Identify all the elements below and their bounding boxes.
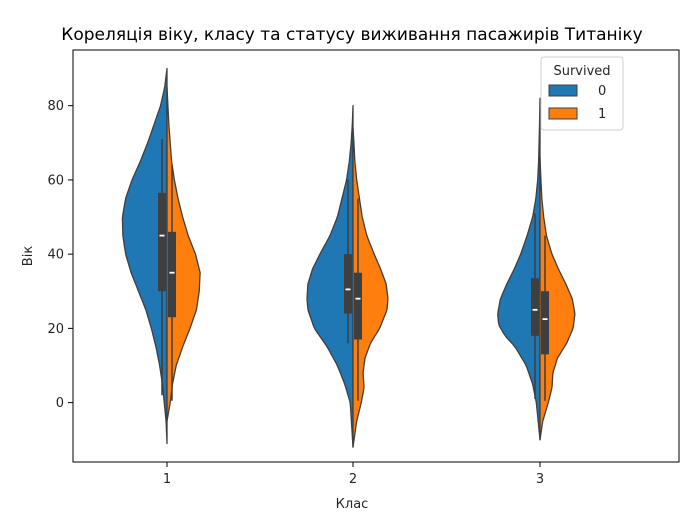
legend-title: Survived: [553, 64, 610, 79]
y-tick-label-20: 20: [47, 322, 64, 337]
violin-class-2-survived-0: [306, 105, 354, 448]
iqr-box-class-2-survived-1: [354, 272, 362, 340]
y-tick-label-0: 0: [56, 396, 64, 411]
y-axis-label: Вік: [21, 246, 36, 267]
x-axis: 1 2 3: [163, 462, 544, 487]
x-tick-label-2: 2: [349, 472, 357, 487]
y-axis: 0 20 40 60 80: [47, 99, 73, 411]
iqr-box-class-3-survived-0: [531, 278, 539, 336]
legend-label-1: 1: [598, 107, 606, 122]
chart-title: Кореляція віку, класу та статусу виживан…: [61, 25, 642, 45]
violin-class-1-survived-1: [166, 86, 201, 422]
y-tick-label-60: 60: [47, 173, 64, 188]
legend: Survived 0 1: [540, 56, 624, 131]
plot-area: [121, 67, 576, 448]
x-tick-label-1: 1: [163, 472, 171, 487]
y-tick-label-80: 80: [47, 99, 64, 114]
plot-frame: [72, 49, 680, 463]
legend-swatch-0: [548, 84, 578, 97]
legend-swatch-1: [548, 107, 578, 120]
x-axis-label: Клас: [336, 497, 369, 512]
y-tick-label-40: 40: [47, 248, 64, 263]
iqr-box-class-1-survived-1: [168, 231, 176, 318]
legend-label-0: 0: [598, 84, 606, 99]
violin-class-3-survived-0: [497, 97, 541, 441]
x-tick-label-3: 3: [536, 472, 544, 487]
violin-class-2-survived-1: [352, 127, 389, 448]
iqr-box-class-3-survived-1: [541, 291, 549, 355]
violin-class-3-survived-1: [539, 156, 576, 441]
iqr-box-class-1-survived-0: [158, 192, 166, 292]
iqr-box-class-2-survived-0: [344, 254, 352, 314]
